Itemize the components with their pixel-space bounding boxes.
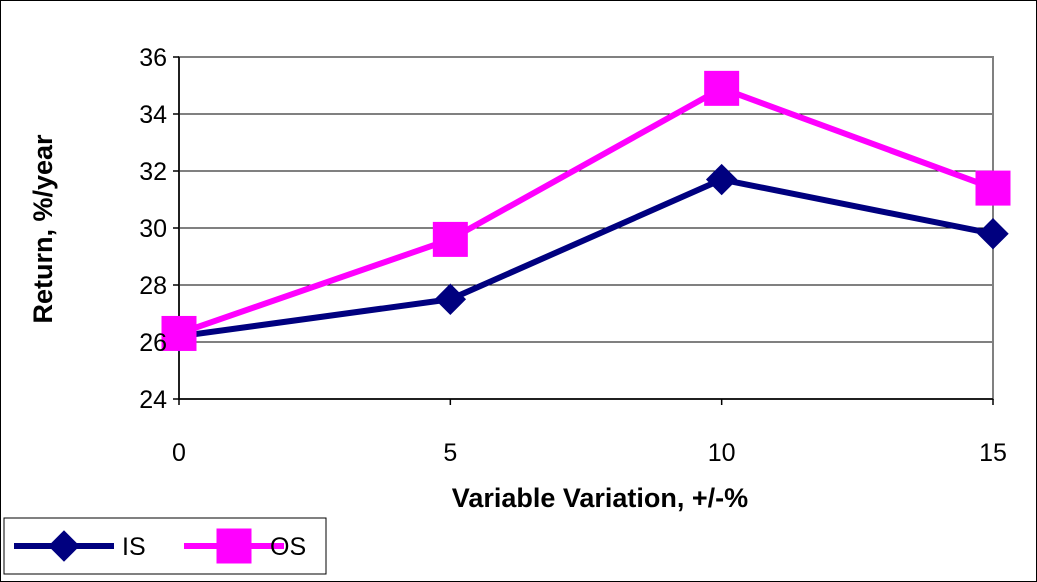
x-tick-label-15: 15 [979,439,1007,467]
series-line-is [178,176,994,340]
data-point-os-0 [161,315,197,351]
x-axis-title: Variable Variation, +/-% [452,483,748,513]
legend-label-is: IS [122,533,146,561]
y-tick-label-24: 24 [139,386,167,414]
x-tick-label-10: 10 [708,439,736,467]
y-tick-label-30: 30 [139,215,167,243]
data-point-is-10 [705,163,738,196]
x-tick-label-0: 0 [172,439,186,467]
series-os [161,70,1011,351]
tick-labels: 24 26 28 30 32 34 36 0 5 10 15 [139,44,1007,467]
data-point-os-5 [432,221,468,257]
y-tick-label-28: 28 [139,272,167,300]
series [161,70,1011,353]
y-tick-label-36: 36 [139,44,167,72]
gridlines [179,113,993,343]
y-tick-label-26: 26 [139,329,167,357]
axes [173,56,994,405]
data-point-is-15 [977,217,1009,250]
data-point-is-5 [434,283,467,315]
series-line-os [178,85,995,337]
series-is [163,163,1009,353]
legend-item-os: OS [184,528,306,564]
legend-item-is: IS [14,530,146,562]
y-axis-title: Return, %/year [28,134,58,324]
legend-label-os: OS [270,533,306,561]
legend: IS OS [3,517,327,575]
data-point-os-10 [704,70,740,106]
data-point-os-15 [975,170,1011,206]
y-tick-label-34: 34 [139,101,167,129]
legend-marker-os [216,528,252,564]
legend-marker-is [48,530,80,562]
y-tick-label-32: 32 [139,158,167,186]
x-tick-label-5: 5 [443,439,457,467]
